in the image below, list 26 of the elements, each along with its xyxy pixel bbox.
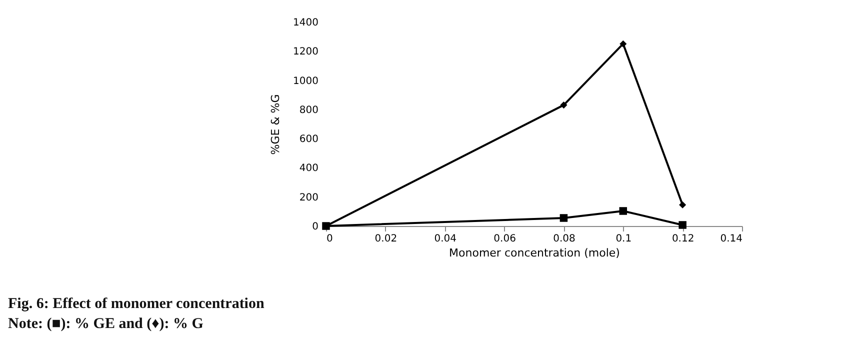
- y-tick-label: 600: [299, 134, 318, 146]
- point: [560, 102, 568, 109]
- x-tick-label: 0.06: [494, 234, 516, 244]
- x-tick-label: 0.08: [553, 234, 576, 244]
- point: [560, 214, 568, 222]
- x-tick-label: 0: [326, 234, 333, 244]
- point: [678, 221, 686, 229]
- x-tick-label: 0.12: [672, 234, 694, 244]
- text: Note: (■): % GE and (♦): % G: [8, 316, 204, 333]
- point: [679, 201, 686, 208]
- point: [620, 40, 627, 48]
- x-axis-title: Monomer concentration (mole): [449, 246, 620, 260]
- y-tick-label: 1400: [293, 18, 318, 28]
- y-tick-label: 200: [299, 192, 318, 204]
- point: [619, 207, 628, 215]
- x-tick-label: 0.04: [434, 234, 456, 244]
- y-tick-label: 400: [299, 163, 318, 174]
- caption: Fig. 6: Effect of monomer concentration: [8, 296, 264, 313]
- y-tick-label: 1000: [293, 76, 318, 87]
- x-tick-label: 0.02: [374, 234, 398, 244]
- y-tick-label: 800: [299, 104, 318, 116]
- y-tick-label: 0: [312, 222, 318, 232]
- x-tick-label: 0.14: [720, 234, 742, 244]
- x-tick-label: 0.1: [616, 234, 632, 244]
- y-axis-title: %GE & %G: [269, 94, 282, 155]
- y-tick-label: 1200: [293, 46, 318, 58]
